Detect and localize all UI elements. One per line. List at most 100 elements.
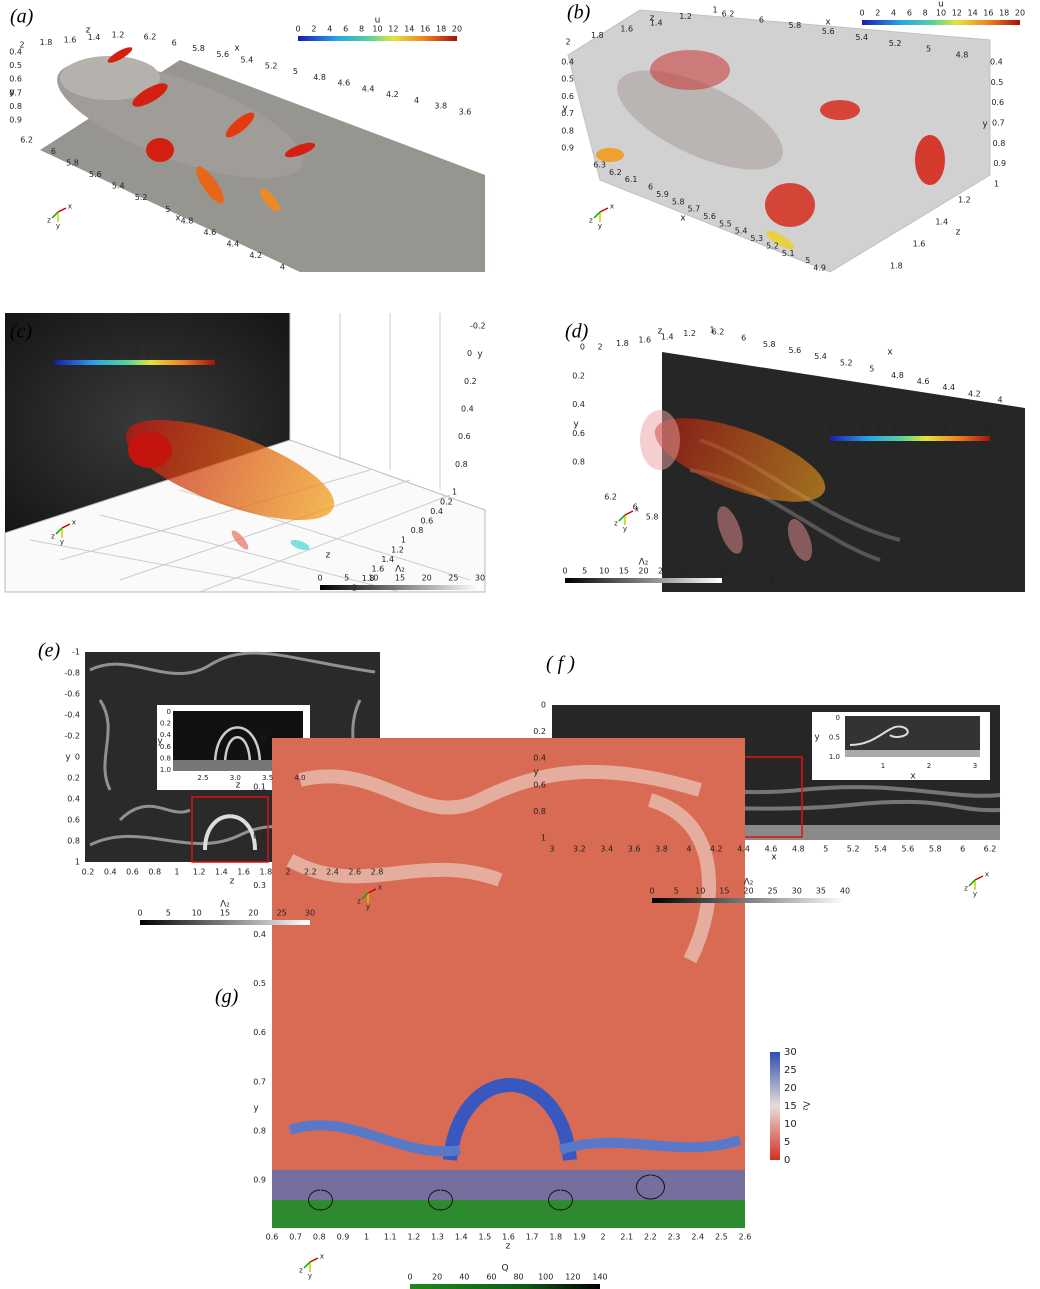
tick-label: 4.4 [737, 845, 750, 854]
tick-label: 0.6 [160, 743, 172, 751]
tick-label: 2.1 [620, 1233, 633, 1242]
colorbar-tick: 5 [344, 574, 349, 583]
tick-label: 5.8 [672, 197, 685, 206]
tick-label: 5.1 [782, 249, 795, 258]
tick-label: 0.3 [253, 881, 266, 890]
colorbar-tick: 0 [52, 349, 57, 358]
colorbar-title: u [375, 16, 381, 26]
tick-label: 0.7 [992, 119, 1005, 128]
tick-label: 2.3 [668, 1233, 681, 1242]
colorbar-tick: 10 [372, 25, 382, 34]
colorbar-tick: 40 [459, 1273, 469, 1282]
colorbar-title: Q [501, 1264, 508, 1274]
tick-label: 0.6 [126, 868, 139, 877]
tick-label: 1 [881, 762, 885, 770]
tick-label: 5.6 [667, 523, 680, 532]
tick-label: 5.8 [929, 845, 942, 854]
tick-label: 0.6 [572, 429, 585, 438]
colorbar-tick: 10 [695, 887, 705, 896]
tick-label: 6 [741, 334, 746, 343]
colorbar-tick: 100 [538, 1273, 553, 1282]
tick-label: 3.5 [262, 774, 273, 782]
colorbar-tick: 8 [359, 25, 364, 34]
tick-label: 2.8 [371, 868, 384, 877]
tick-label: 0.4 [561, 58, 574, 67]
tick-label: 0 [836, 714, 840, 722]
tick-label: 5.8 [763, 340, 776, 349]
tick-label: 5.8 [646, 513, 659, 522]
orientation-label: z [47, 216, 51, 224]
tick-label: 0.2 [533, 727, 546, 736]
tick-label: 4.2 [386, 90, 399, 99]
tick-label: 4.6 [917, 377, 930, 386]
colorbar [298, 36, 457, 41]
tick-label: -0.6 [64, 690, 80, 699]
colorbar-tick: 0 [784, 1155, 790, 1166]
orientation-label: z [299, 1266, 303, 1274]
axis-title: y [9, 88, 15, 98]
colorbar [830, 436, 990, 441]
tick-label: 0.6 [420, 517, 433, 526]
orientation-axis [309, 1257, 319, 1263]
tick-label: 1.6 [237, 868, 250, 877]
orientation-axis [974, 875, 984, 881]
axis-title: x [887, 348, 893, 358]
tick-label: 5.2 [135, 193, 148, 202]
colorbar-tick: 12 [388, 25, 398, 34]
tick-label: 4.8 [181, 216, 194, 225]
colorbar-tick: 20 [210, 349, 220, 358]
tick-label: 1.2 [679, 12, 692, 21]
tick-label: 0.2 [67, 774, 80, 783]
axis-title: y [253, 1104, 259, 1114]
colorbar-tick: 25 [768, 887, 778, 896]
axis-title: y [533, 768, 539, 778]
tick-label: 4.8 [891, 371, 904, 380]
colorbar-tick: 35 [697, 567, 707, 576]
tick-label: 4 [997, 396, 1002, 405]
tick-label: 0.4 [461, 405, 474, 414]
tick-label: 5.6 [902, 845, 915, 854]
tick-label: 1.4 [381, 555, 394, 564]
tick-label: 2.4 [691, 1233, 704, 1242]
orientation-label: x [610, 202, 614, 210]
tick-label: 1 [452, 488, 457, 497]
orientation-axis [61, 523, 71, 529]
tick-label: 4.4 [226, 239, 239, 248]
colorbar-tick: 0 [827, 425, 832, 434]
tick-label: 0.2 [464, 377, 477, 386]
tick-label: 3.4 [600, 845, 613, 854]
tick-label: 0.4 [9, 48, 22, 57]
axis-title: z [650, 14, 655, 24]
colorbar-tick: 10 [936, 9, 946, 18]
axis-title: y [65, 753, 71, 763]
tick-label: 1.0 [829, 753, 840, 761]
tick-label: 5 [293, 67, 298, 76]
colorbar-tick: 40 [840, 887, 850, 896]
colorbar-tick: 16 [420, 25, 430, 34]
tick-label: 5 [736, 553, 741, 562]
axis-title: x [234, 44, 240, 54]
colorbar-tick: 4 [327, 25, 332, 34]
colorbar-tick: 10 [905, 425, 915, 434]
tick-label: 4.2 [249, 251, 262, 260]
tick-label: 5.2 [847, 845, 860, 854]
tick-label: 0.2 [160, 720, 171, 728]
orientation-label: y [598, 222, 602, 230]
tick-label: 5.5 [719, 219, 732, 228]
colorbar-tick: 8 [891, 425, 896, 434]
tick-label: 0.4 [533, 754, 546, 763]
tick-label: 1.8 [362, 574, 375, 583]
tick-label: 0.2 [572, 371, 585, 380]
orientation-label: y [973, 890, 977, 898]
orientation-axis [968, 879, 976, 887]
colorbar-tick: 0 [562, 567, 567, 576]
colorbar-tick: 18 [999, 9, 1009, 18]
colorbar-tick: 25 [784, 1065, 797, 1076]
colorbar-tick: 14 [404, 25, 414, 34]
tick-label: 5.8 [66, 159, 79, 168]
axis-title: x [910, 772, 916, 782]
colorbar-title: Λ₂ [744, 878, 754, 888]
tick-label: 1.8 [549, 1233, 562, 1242]
tick-label: 1.8 [591, 31, 604, 40]
colorbar [320, 585, 480, 590]
